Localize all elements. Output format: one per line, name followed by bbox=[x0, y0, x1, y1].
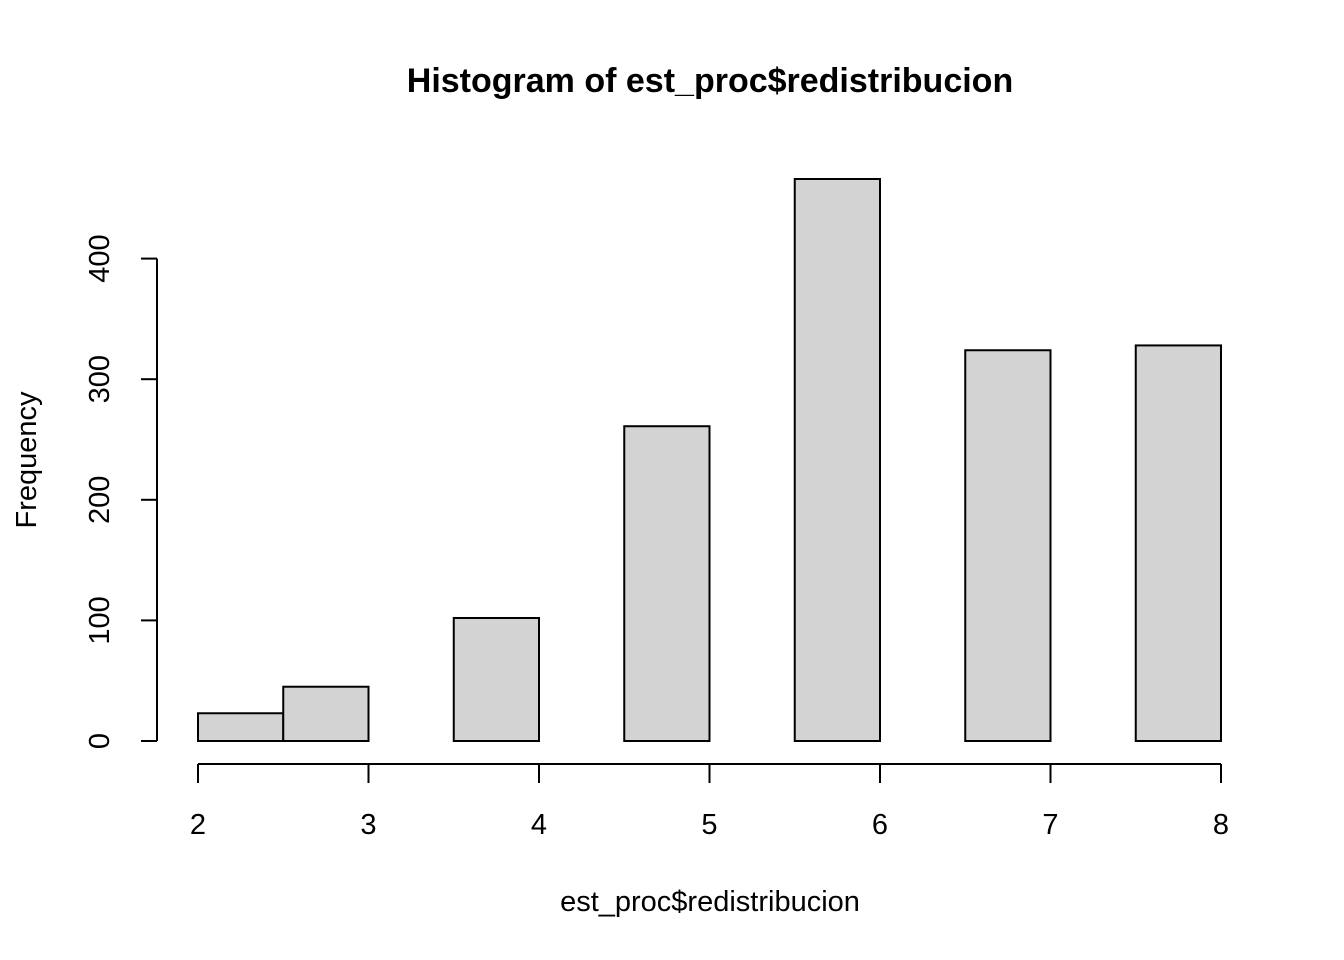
x-tick-label: 2 bbox=[190, 809, 206, 841]
x-axis-label: est_proc$redistribucion bbox=[560, 886, 860, 918]
histogram-bar bbox=[452, 616, 540, 742]
y-tick-label: 300 bbox=[84, 355, 116, 403]
y-tick-label: 0 bbox=[84, 733, 116, 749]
x-tick-label: 5 bbox=[701, 809, 717, 841]
chart-title: Histogram of est_proc$redistribucion bbox=[407, 62, 1013, 100]
y-tick-label: 200 bbox=[84, 476, 116, 524]
y-tick-label: 400 bbox=[84, 234, 116, 282]
x-tick-label: 6 bbox=[872, 809, 888, 841]
y-axis: 0 100 200 300 400 bbox=[84, 234, 158, 749]
x-tick-label: 7 bbox=[1042, 809, 1058, 841]
y-tick-label: 100 bbox=[84, 596, 116, 644]
histogram-bar bbox=[964, 349, 1052, 742]
histogram-bar bbox=[1134, 344, 1222, 742]
histogram-bar bbox=[793, 178, 881, 742]
x-tick-label: 4 bbox=[531, 809, 547, 841]
bars-group bbox=[197, 178, 1222, 742]
x-tick-label: 8 bbox=[1213, 809, 1229, 841]
histogram-bar bbox=[282, 685, 370, 742]
histogram-bar bbox=[623, 425, 711, 742]
y-axis-label: Frequency bbox=[11, 391, 43, 529]
x-tick-label: 3 bbox=[360, 809, 376, 841]
x-axis: 2 3 4 5 6 7 8 bbox=[190, 763, 1229, 841]
histogram-bar bbox=[197, 712, 285, 742]
